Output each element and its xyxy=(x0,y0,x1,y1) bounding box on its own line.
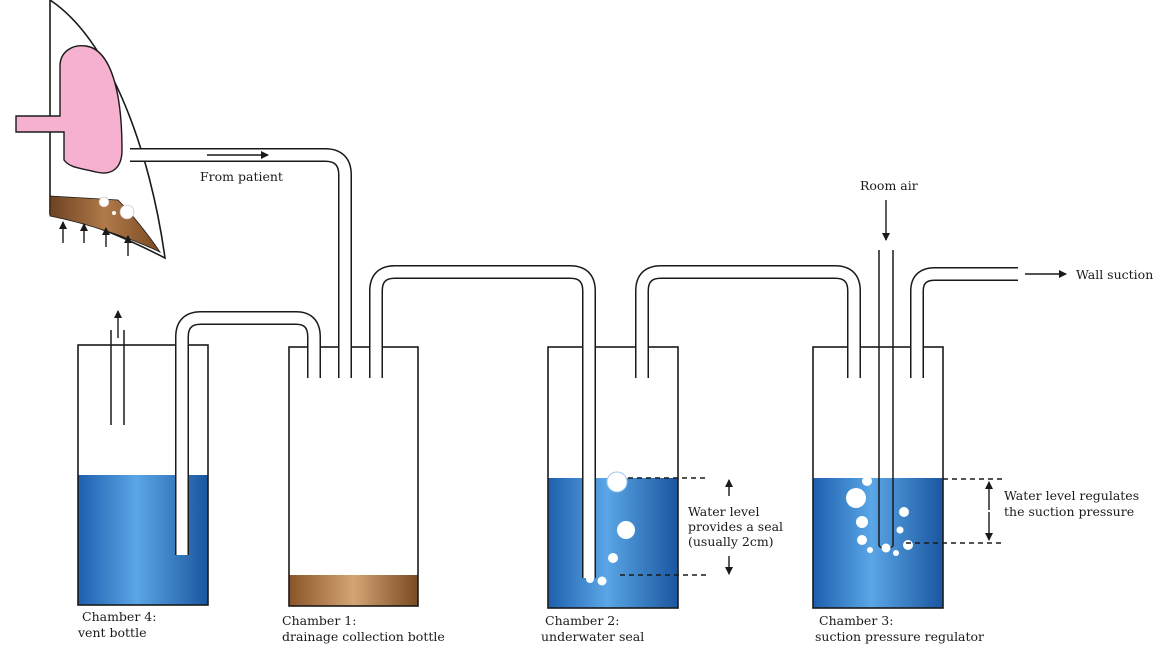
bubble-icon xyxy=(881,543,891,553)
bubble-icon xyxy=(899,507,909,517)
tubing xyxy=(130,148,1020,578)
chamber-4-caption: Chamber 4: vent bottle xyxy=(77,609,156,640)
chamber-2-subtitle: underwater seal xyxy=(541,629,644,644)
seal-note: Water level provides a seal (usually 2cm… xyxy=(688,504,787,549)
bubble-icon xyxy=(846,488,866,508)
lung-icon xyxy=(15,45,123,174)
bubble-icon xyxy=(597,576,607,586)
chamber-2-bubbles xyxy=(586,471,635,586)
chamber-1-caption: Chamber 1: drainage collection bottle xyxy=(282,613,445,644)
chamber-3-jar xyxy=(812,346,944,609)
bubble-icon xyxy=(857,535,867,545)
bubble-icon xyxy=(617,521,635,539)
chamber-3-subtitle: suction pressure regulator xyxy=(815,629,984,644)
chamber-3-caption: Chamber 3: suction pressure regulator xyxy=(815,613,984,644)
chamber-3-bubbles xyxy=(846,476,913,556)
bubble-icon xyxy=(119,204,135,220)
chamber-4-title: Chamber 4: xyxy=(82,609,156,624)
bubble-icon xyxy=(586,575,594,583)
chamber-1-title: Chamber 1: xyxy=(282,613,356,628)
from-patient-label: From patient xyxy=(200,169,283,184)
bubble-icon xyxy=(98,196,110,208)
seal-note-line-1: Water level xyxy=(688,504,759,519)
bubble-icon xyxy=(903,540,913,550)
bubble-icon xyxy=(867,547,873,553)
bubble-icon xyxy=(896,526,904,534)
bubble-icon xyxy=(608,553,618,563)
regulate-note: Water level regulates the suction pressu… xyxy=(1004,488,1143,519)
room-air-label: Room air xyxy=(860,178,918,193)
regulate-note-line-2: the suction pressure xyxy=(1004,504,1134,519)
bubble-icon xyxy=(112,211,116,215)
chamber-2-caption: Chamber 2: underwater seal xyxy=(541,613,644,644)
seal-note-line-3: (usually 2cm) xyxy=(688,534,774,549)
bubble-icon xyxy=(862,476,872,486)
bubble-icon xyxy=(606,471,628,493)
bubble-icon xyxy=(139,207,145,213)
chamber-3-title: Chamber 3: xyxy=(819,613,893,628)
chamber-2-title: Chamber 2: xyxy=(545,613,619,628)
patient-chest xyxy=(15,0,167,260)
chamber-1-jar xyxy=(288,346,419,607)
bubble-icon xyxy=(893,550,899,556)
wall-suction-label: Wall suction xyxy=(1076,267,1153,282)
chamber-1-subtitle: drainage collection bottle xyxy=(282,629,445,644)
regulate-note-line-1: Water level regulates xyxy=(1004,488,1139,503)
chamber-2-jar xyxy=(547,346,679,609)
seal-note-line-2: provides a seal xyxy=(688,519,783,534)
bubble-icon xyxy=(856,516,868,528)
chamber-4-subtitle: vent bottle xyxy=(77,625,146,640)
